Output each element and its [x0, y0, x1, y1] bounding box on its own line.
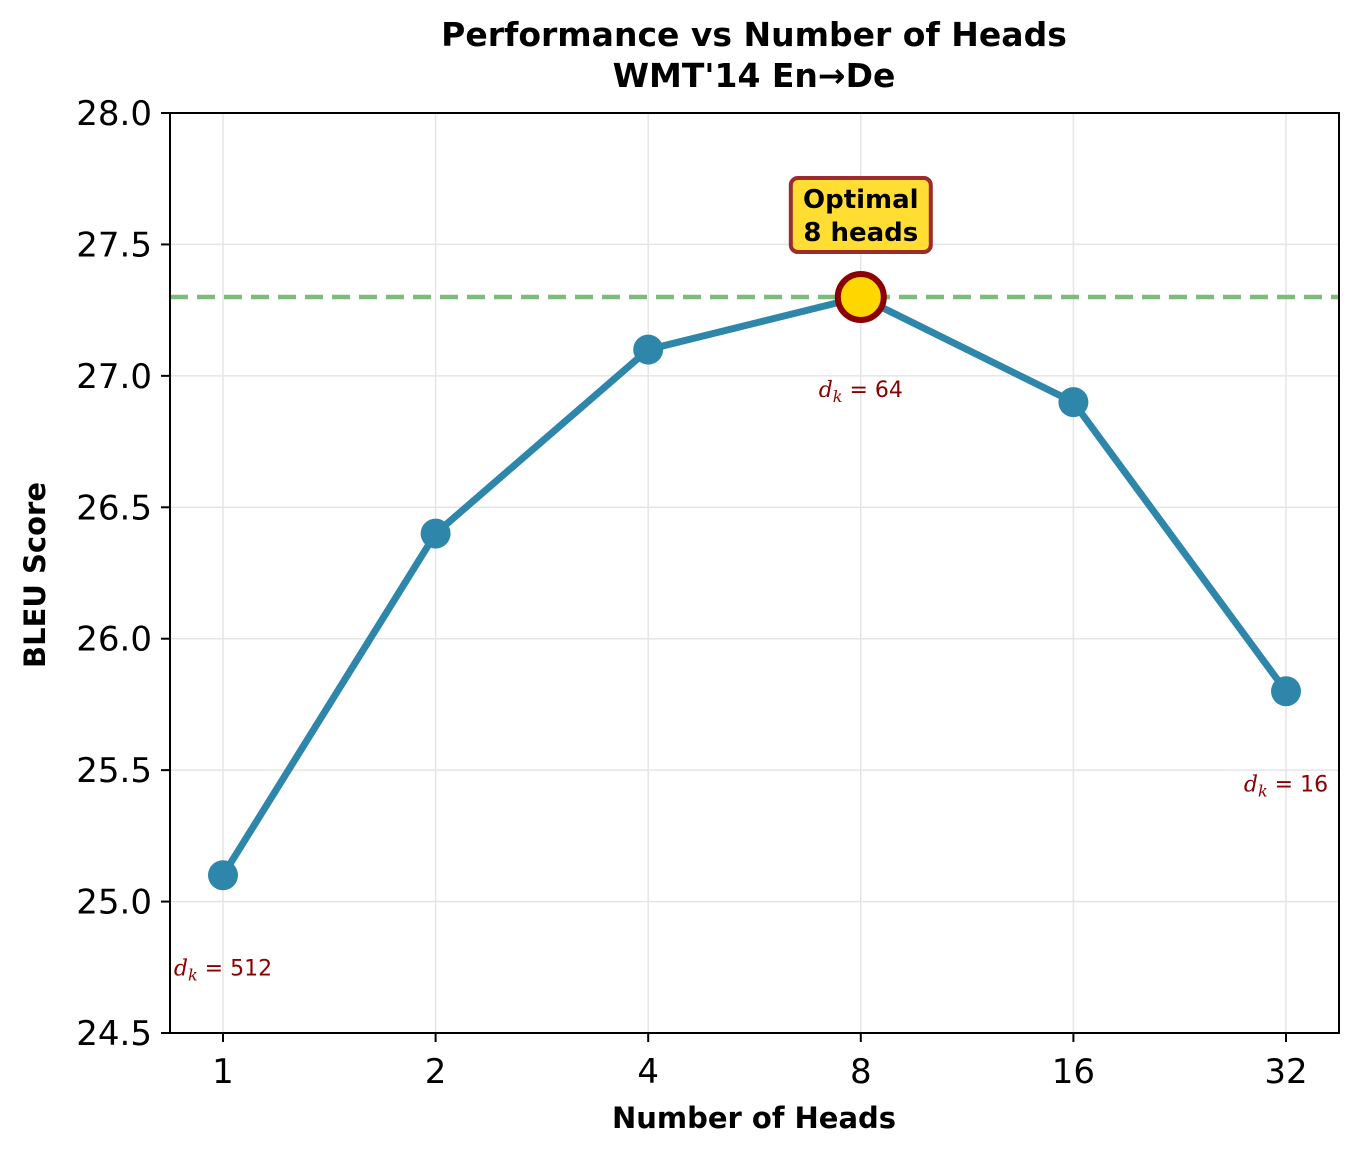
- optimal-callout-line1: Optimal: [803, 185, 919, 215]
- data-point: [420, 518, 451, 549]
- data-point: [633, 334, 664, 365]
- optimal-callout-box: [788, 176, 933, 254]
- y-tick-label: 24.5: [76, 1014, 152, 1054]
- y-tick-label: 27.5: [76, 225, 152, 265]
- x-axis: 1 2 4 8 16 32: [212, 1033, 1308, 1092]
- y-tick-label: 25.5: [76, 751, 152, 791]
- dk-annotation: dk = 64: [819, 378, 903, 406]
- data-point: [1058, 387, 1089, 418]
- data-point: [208, 860, 238, 891]
- x-tick-label: 16: [1052, 1052, 1095, 1092]
- data-point: [1271, 676, 1301, 707]
- grid: [170, 112, 1339, 1034]
- y-tick-label: 26.0: [76, 620, 152, 660]
- optimal-callout-line2: 8 heads: [803, 218, 918, 248]
- chart-subtitle: WMT'14 En→De: [613, 56, 896, 95]
- y-tick-label: 28.0: [76, 94, 152, 134]
- y-axis: 24.5 25.0 25.5 26.0 26.5 27.0 27.5 28.0: [76, 94, 170, 1054]
- y-tick-label: 27.0: [76, 357, 152, 397]
- x-tick-label: 32: [1264, 1052, 1307, 1092]
- y-axis-label: BLEU Score: [18, 482, 52, 668]
- x-tick-label: 8: [850, 1052, 872, 1092]
- chart-title: Performance vs Number of Heads: [441, 15, 1067, 54]
- x-tick-label: 4: [637, 1052, 659, 1092]
- dk-annotation: dk = 512: [174, 956, 272, 984]
- series-line: [220, 293, 1289, 878]
- dk-annotation: dk = 16: [1244, 772, 1328, 800]
- series-layer: [208, 271, 1301, 891]
- highlight-point: [834, 271, 887, 323]
- y-tick-label: 26.5: [76, 488, 152, 528]
- x-tick-label: 1: [212, 1052, 234, 1092]
- plot-frame: [169, 112, 1340, 1034]
- y-tick-label: 25.0: [76, 883, 152, 923]
- x-axis-label: Number of Heads: [612, 1101, 896, 1135]
- x-tick-label: 2: [425, 1052, 447, 1092]
